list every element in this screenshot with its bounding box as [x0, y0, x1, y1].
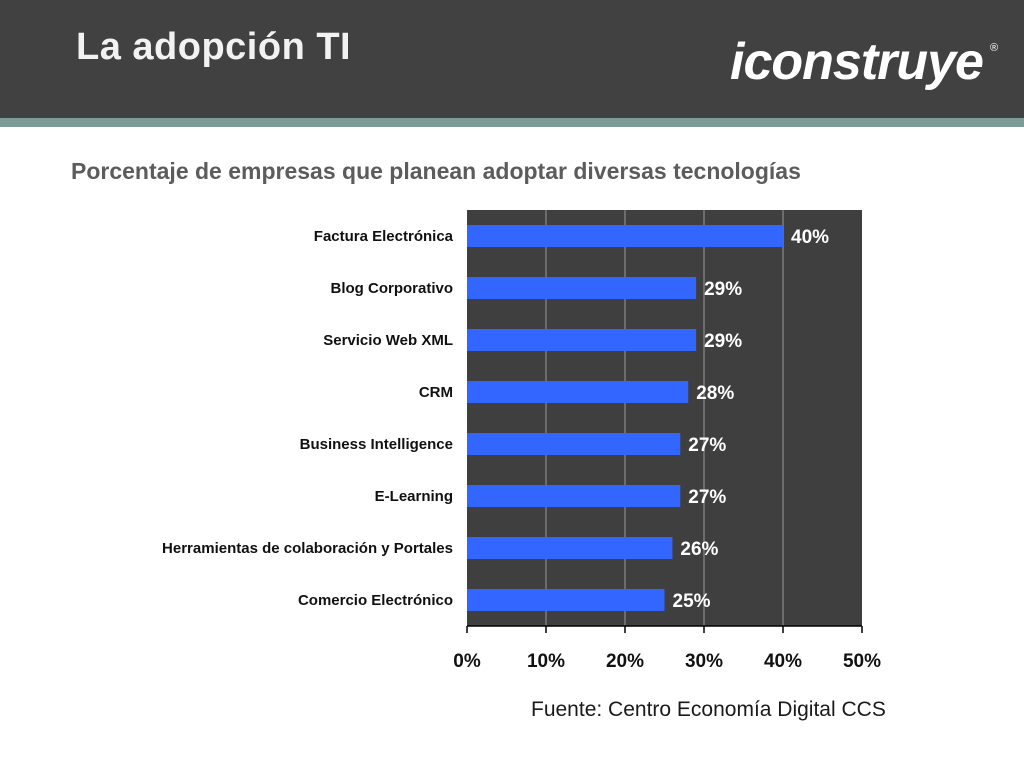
bar: [467, 589, 665, 611]
category-label: CRM: [419, 384, 453, 401]
header-stripe: [0, 118, 1024, 127]
category-label: E-Learning: [375, 488, 453, 505]
slide-title: La adopción TI: [76, 26, 352, 68]
source-note: Fuente: Centro Economía Digital CCS: [531, 698, 886, 721]
data-label: 27%: [688, 435, 726, 456]
bar: [467, 329, 697, 351]
x-tick-label: 10%: [527, 651, 565, 672]
registered-mark: ®: [990, 42, 999, 54]
category-label: Herramientas de colaboración y Portales: [162, 540, 453, 557]
plot-area: [467, 210, 862, 626]
data-label: 27%: [688, 487, 726, 508]
x-tick-label: 40%: [764, 651, 802, 672]
bar: [467, 277, 697, 299]
x-axis: 0% 10% 20% 30% 40% 50%: [453, 625, 881, 672]
data-label: 28%: [696, 383, 734, 404]
category-label: Blog Corporativo: [331, 280, 454, 297]
bar: [467, 537, 673, 559]
x-tick-label: 20%: [606, 651, 644, 672]
bars: [467, 225, 783, 611]
category-label: Servicio Web XML: [323, 332, 453, 349]
data-label: 26%: [680, 539, 718, 560]
chart-subtitle: Porcentaje de empresas que planean adopt…: [71, 158, 801, 184]
bar: [467, 485, 681, 507]
category-labels: Factura Electrónica Blog Corporativo Servi…: [162, 228, 454, 609]
x-tick-label: 0%: [453, 651, 481, 672]
x-tick-label: 50%: [843, 651, 881, 672]
data-label: 40%: [791, 227, 829, 248]
data-label: 29%: [704, 279, 742, 300]
bar: [467, 225, 783, 247]
category-label: Factura Electrónica: [314, 228, 454, 245]
category-label: Business Intelligence: [300, 436, 453, 453]
header-bar: La adopción TI iconstruye ®: [0, 0, 1024, 118]
bar: [467, 433, 681, 455]
bar: [467, 381, 689, 403]
data-label: 25%: [673, 591, 711, 612]
x-tick-label: 30%: [685, 651, 723, 672]
data-label: 29%: [704, 331, 742, 352]
company-logo: iconstruye: [730, 33, 984, 91]
value-labels: 40% 29% 29% 28% 27% 27% 26% 25%: [673, 227, 830, 612]
category-label: Comercio Electrónico: [298, 592, 453, 609]
